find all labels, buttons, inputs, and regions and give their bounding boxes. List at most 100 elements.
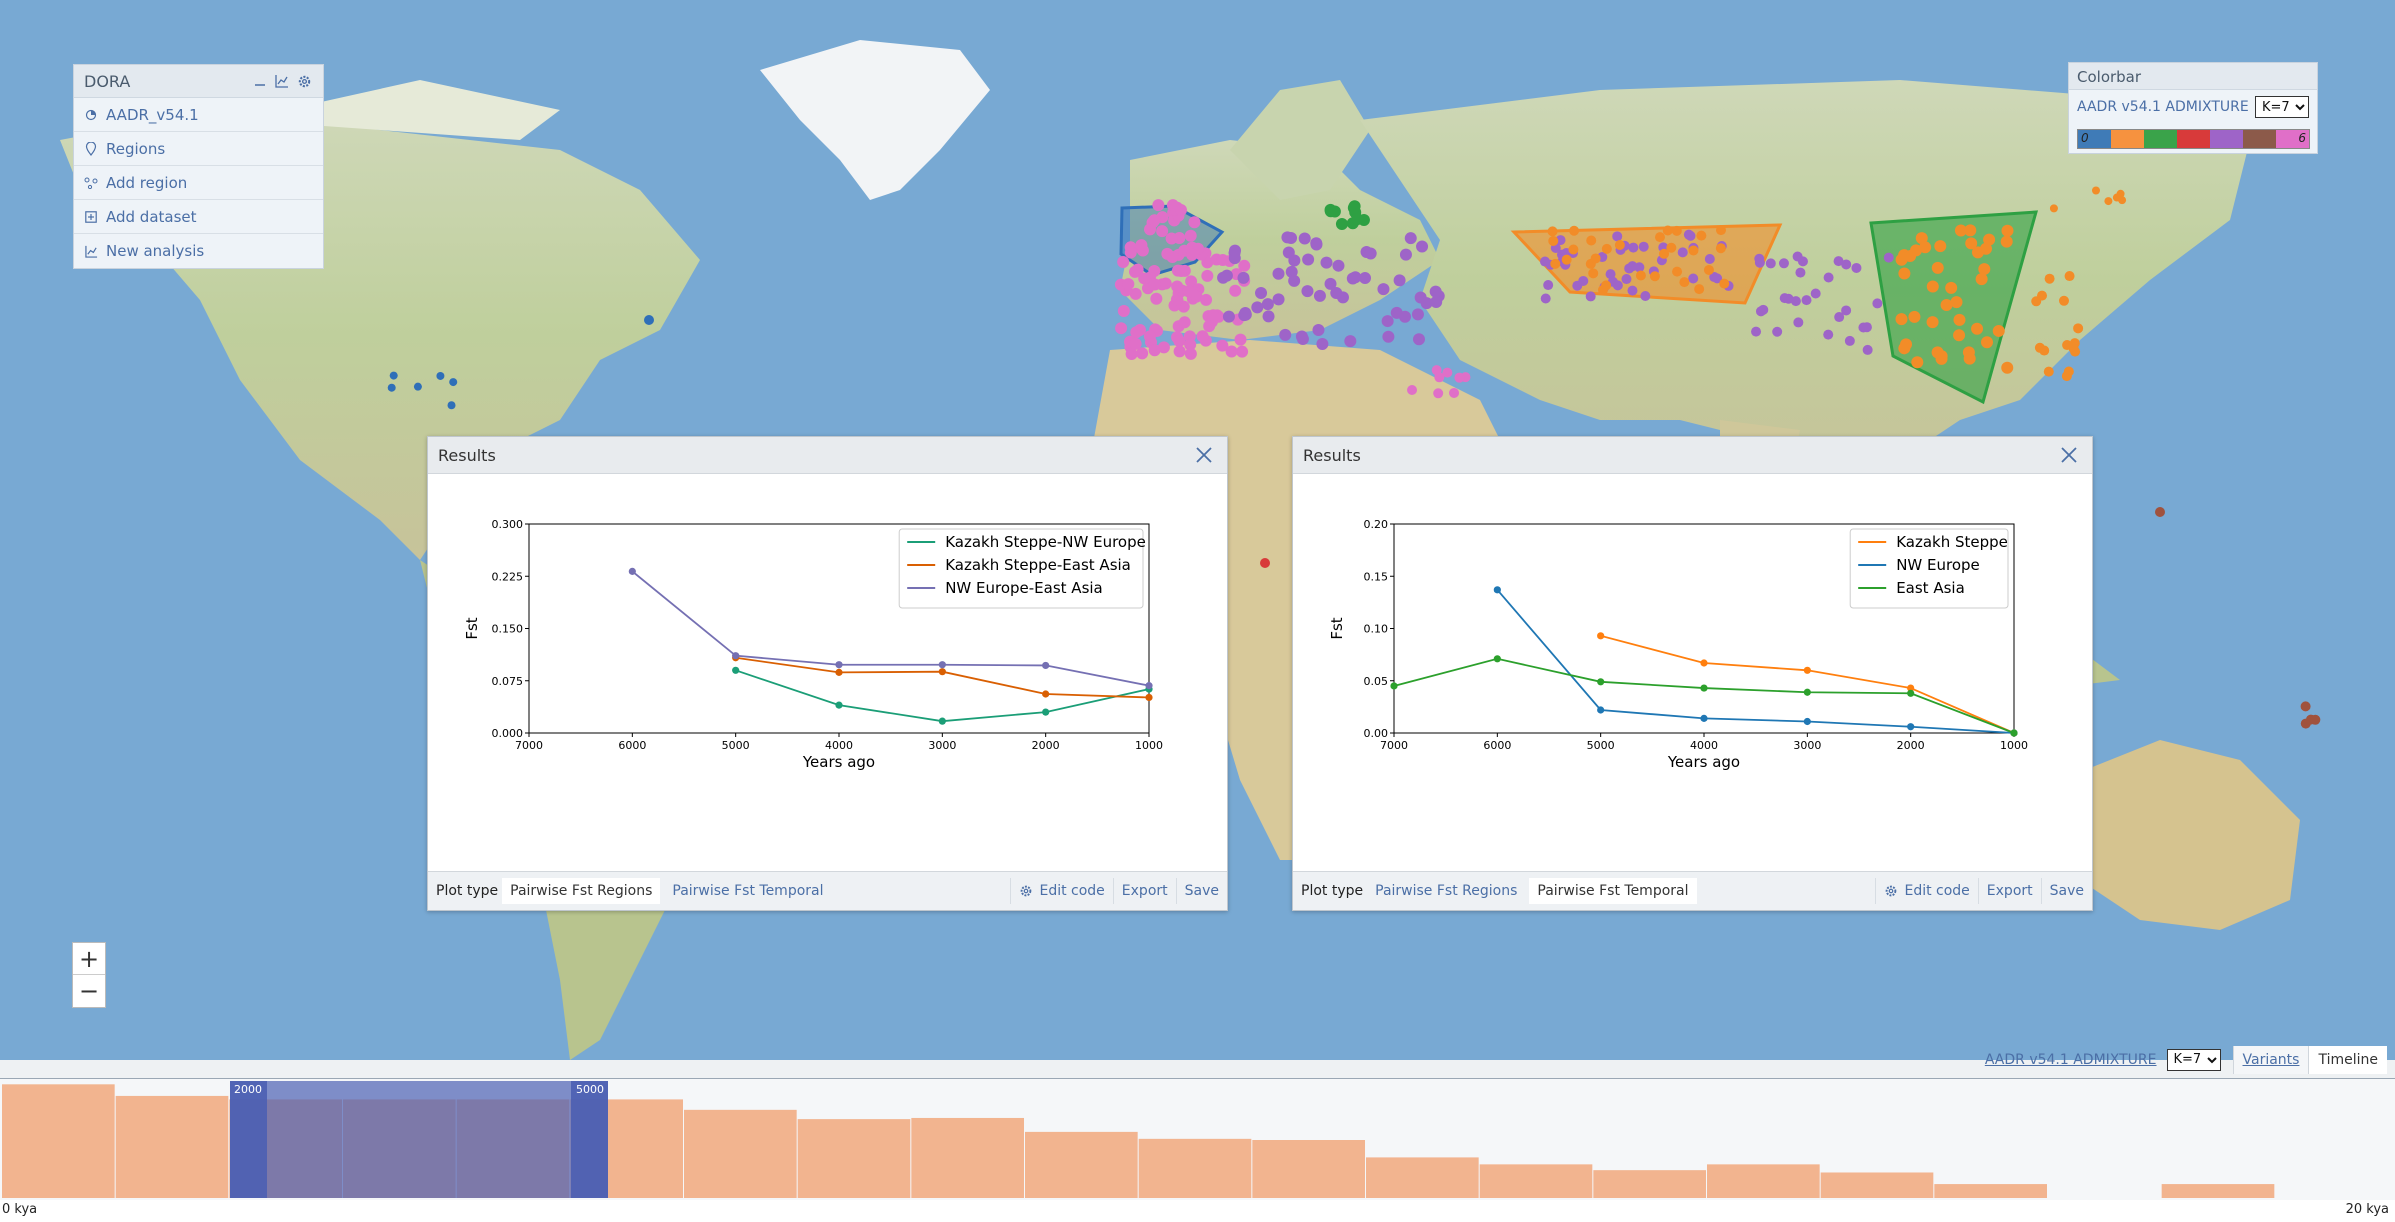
sample-point: [1983, 233, 1996, 246]
sample-point: [1950, 296, 1963, 309]
sample-point: [1442, 367, 1453, 378]
save-button[interactable]: Save: [1175, 878, 1227, 904]
sample-point: [1980, 336, 1993, 349]
edit-code-button[interactable]: Edit code: [1875, 878, 1977, 904]
sample-point: [1834, 312, 1845, 323]
sample-point: [1911, 356, 1924, 369]
timeline-k-select[interactable]: K=7: [2166, 1048, 2221, 1071]
data-point: [835, 661, 843, 669]
sample-point: [1216, 254, 1229, 267]
export-button[interactable]: Export: [1112, 878, 1176, 904]
close-icon[interactable]: [2056, 442, 2082, 468]
x-tick-label: 1000: [1135, 739, 1163, 752]
dora-panel: DORA AADR_v54.1 Regions Add region Add: [73, 64, 324, 269]
sample-point: [1904, 250, 1917, 263]
sample-point: [1196, 330, 1209, 343]
x-axis-label: Years ago: [1667, 753, 1740, 771]
sample-point: [1222, 310, 1235, 323]
sample-point: [1601, 280, 1612, 291]
zoom-out-button[interactable]: −: [78, 977, 100, 1005]
data-point: [1700, 659, 1708, 667]
colorbar-dataset-label[interactable]: AADR v54.1 ADMIXTURE: [2077, 99, 2249, 115]
sample-point: [1964, 224, 1977, 237]
sample-point: [1940, 298, 1953, 311]
sample-point: [1328, 205, 1341, 218]
data-point: [1493, 655, 1501, 663]
plot-type-option-regions[interactable]: Pairwise Fst Regions: [1375, 883, 1518, 899]
sample-point: [1324, 277, 1337, 290]
tab-timeline[interactable]: Timeline: [2308, 1045, 2387, 1074]
close-icon[interactable]: [1191, 442, 1217, 468]
sample-point: [1953, 313, 1966, 326]
dora-item-add-region[interactable]: Add region: [74, 166, 323, 200]
timeline-dataset-label[interactable]: AADR v54.1 ADMIXTURE: [1984, 1051, 2157, 1068]
y-tick-label: 0.05: [1364, 675, 1389, 688]
chart-icon[interactable]: [273, 72, 291, 90]
settings-icon: [1019, 884, 1033, 898]
sample-point: [2049, 204, 2058, 213]
sample-point: [1262, 310, 1275, 323]
brush-handle-end[interactable]: [571, 1081, 608, 1198]
data-point: [1597, 678, 1605, 686]
sample-point: [1381, 315, 1394, 328]
sample-point: [1301, 285, 1314, 298]
sample-point: [1671, 225, 1682, 236]
edit-code-button[interactable]: Edit code: [1010, 878, 1112, 904]
results-window-temporal: Results 7000 6000 5000 4000 3000 2000 1000 0.00…: [1292, 436, 2093, 911]
timeline-start-label: 0 kya: [2, 1202, 38, 1217]
sample-point: [1915, 232, 1928, 245]
export-button[interactable]: Export: [1977, 878, 2041, 904]
legend-label: NW Europe-East Asia: [945, 579, 1103, 597]
sample-point: [1872, 298, 1883, 309]
sample-point: [1627, 285, 1638, 296]
brush-handle-start[interactable]: [230, 1081, 267, 1198]
y-axis-label: Fst: [1328, 617, 1346, 639]
sample-point: [1430, 296, 1443, 309]
sample-point: [1851, 262, 1862, 273]
sample-point: [1117, 305, 1130, 318]
sample-point: [1298, 232, 1311, 245]
sample-point: [2001, 361, 2014, 374]
dora-item-new-analysis[interactable]: New analysis: [74, 234, 323, 268]
settings-icon[interactable]: [295, 72, 313, 90]
sample-point: [1186, 248, 1199, 261]
dora-item-regions[interactable]: Regions: [74, 132, 323, 166]
series-line: [1496, 589, 2015, 734]
brush-end-label: 5000: [576, 1083, 604, 1096]
dora-item-label: Add region: [106, 173, 188, 192]
dora-item-dataset[interactable]: AADR_v54.1: [74, 98, 323, 132]
sample-point: [1862, 344, 1873, 355]
plot-type-option-temporal[interactable]: Pairwise Fst Temporal: [672, 883, 824, 899]
sample-point: [1672, 266, 1683, 277]
timeline-histogram[interactable]: 2000 5000: [0, 1079, 2395, 1200]
sample-point: [1992, 324, 2005, 337]
sample-point: [413, 382, 422, 391]
tab-variants[interactable]: Variants: [2232, 1045, 2309, 1074]
dora-item-add-dataset[interactable]: Add dataset: [74, 200, 323, 234]
minimize-icon[interactable]: [251, 72, 269, 90]
timeline[interactable]: 2000 5000: [0, 1078, 2395, 1200]
sample-point: [1188, 216, 1201, 229]
sample-point: [1184, 229, 1197, 242]
sample-point: [1841, 259, 1852, 270]
sample-point: [1332, 259, 1345, 272]
data-point: [1700, 684, 1708, 692]
k-select[interactable]: K=7: [2255, 96, 2309, 118]
sample-point: [2058, 295, 2069, 306]
legend-label: East Asia: [1896, 579, 1965, 597]
timeline-bar: [2, 1084, 115, 1198]
x-tick-label: 4000: [825, 739, 853, 752]
colorbar-title: Colorbar: [2069, 63, 2317, 90]
zoom-in-button[interactable]: +: [73, 943, 105, 975]
x-tick-label: 5000: [1587, 739, 1615, 752]
sample-point: [1138, 272, 1151, 285]
legend-label: Kazakh Steppe-East Asia: [945, 556, 1131, 574]
timeline-bar: [1820, 1172, 1934, 1198]
plot-type-option-temporal[interactable]: Pairwise Fst Temporal: [1529, 878, 1697, 904]
sample-point: [1719, 278, 1730, 289]
timeline-bar: [1707, 1164, 1820, 1198]
save-button[interactable]: Save: [2040, 878, 2092, 904]
sample-point: [1801, 295, 1812, 306]
plot-type-option-regions[interactable]: Pairwise Fst Regions: [502, 878, 661, 904]
x-tick-label: 4000: [1690, 739, 1718, 752]
